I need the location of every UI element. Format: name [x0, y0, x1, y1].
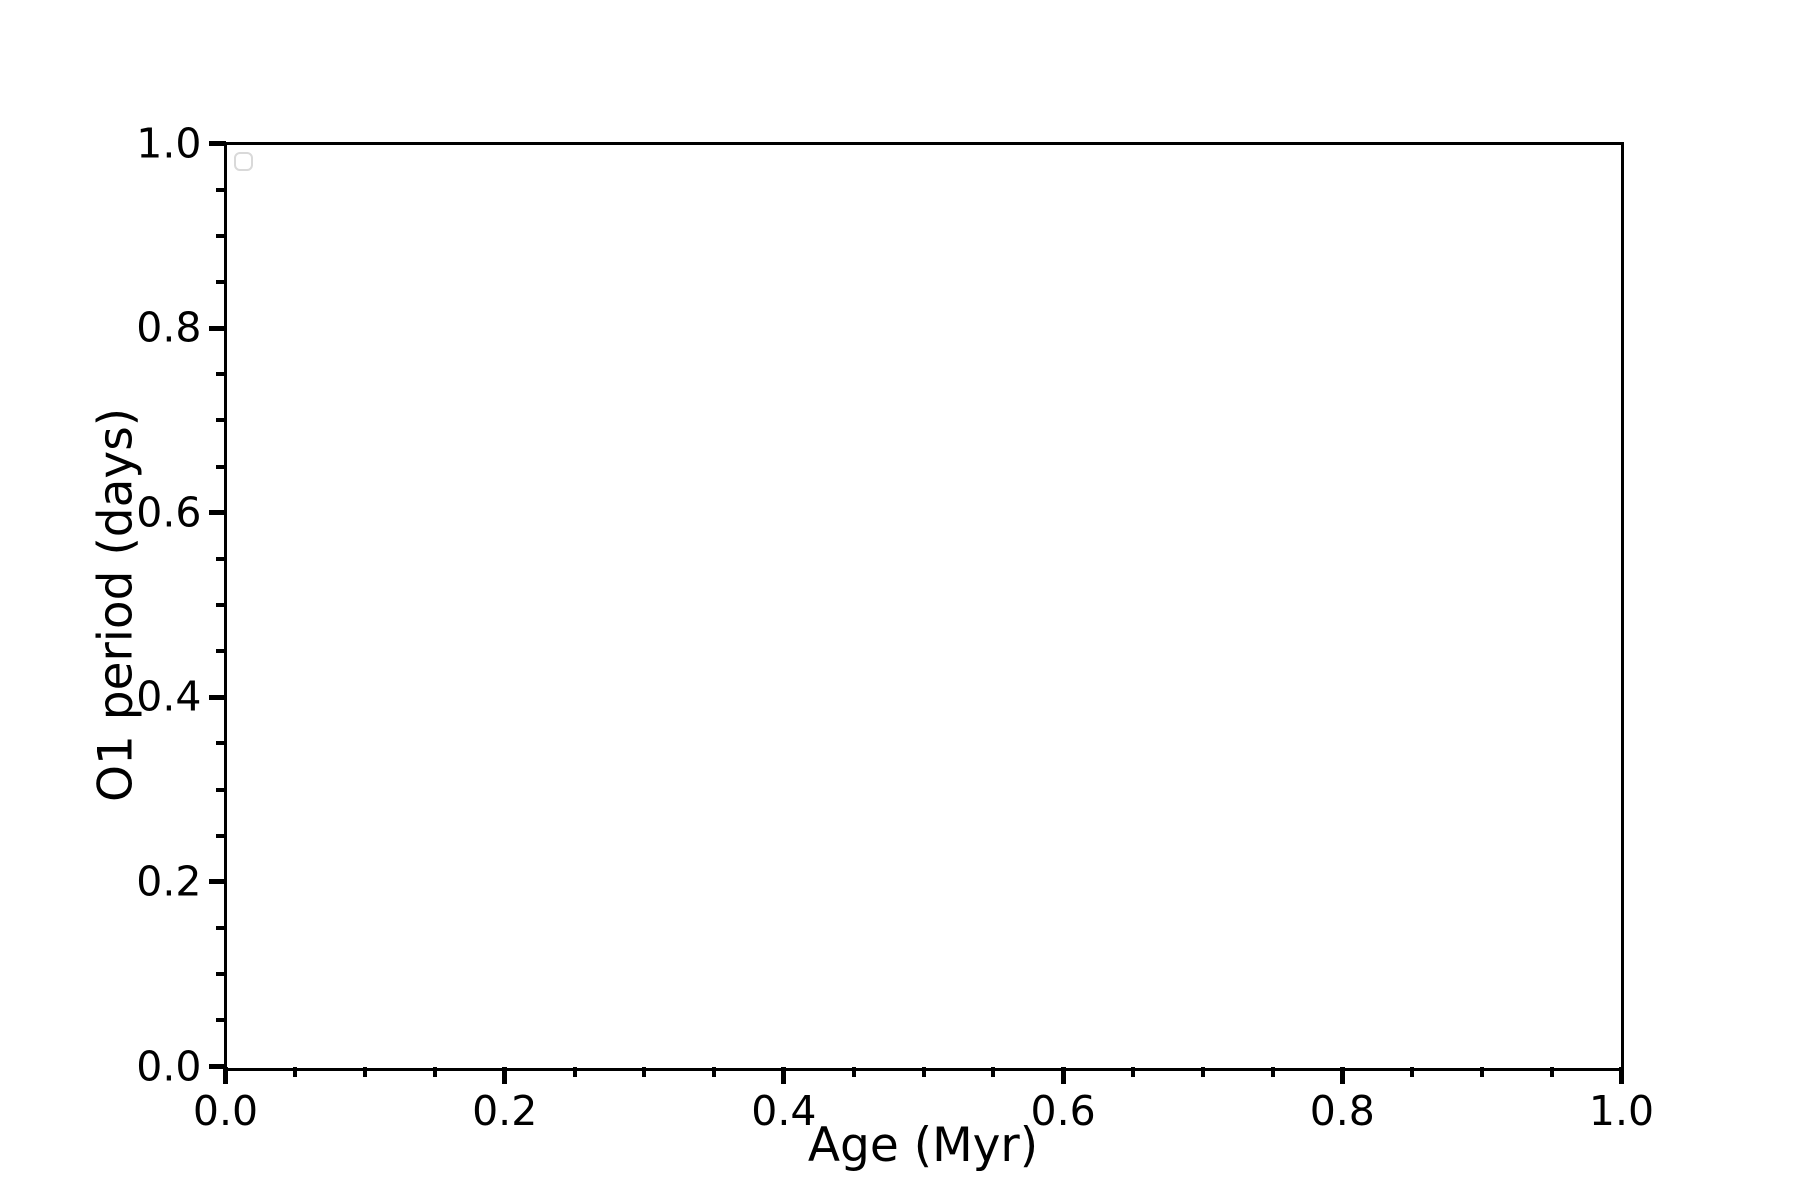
y-minor-tick [215, 833, 226, 838]
x-minor-tick [432, 1066, 437, 1077]
x-minor-tick [1549, 1066, 1554, 1077]
x-minor-tick [991, 1066, 996, 1077]
y-major-tick [208, 879, 226, 885]
y-tick-label: 0.8 [136, 303, 202, 352]
y-tick-label: 1.0 [136, 119, 202, 167]
x-tick-label: 1.0 [1588, 1086, 1655, 1135]
x-minor-tick [712, 1066, 717, 1077]
x-minor-tick [921, 1066, 926, 1077]
y-major-tick [208, 510, 226, 516]
x-minor-tick [1270, 1066, 1275, 1077]
x-major-tick [1060, 1066, 1066, 1084]
x-major-tick [781, 1066, 787, 1084]
y-minor-tick [215, 926, 226, 931]
x-major-tick [1619, 1066, 1624, 1084]
y-minor-tick [215, 464, 226, 469]
y-minor-tick [215, 279, 226, 284]
y-minor-tick [215, 787, 226, 792]
y-tick-label: 0.2 [136, 857, 202, 906]
x-tick-label: 0.8 [1309, 1086, 1375, 1135]
x-tick-label: 0.4 [751, 1086, 817, 1135]
y-minor-tick [215, 1018, 226, 1023]
y-minor-tick [215, 418, 226, 423]
x-tick-label: 0.0 [192, 1086, 259, 1135]
y-minor-tick [215, 372, 226, 377]
x-minor-tick [1410, 1066, 1415, 1077]
x-minor-tick [1130, 1066, 1135, 1077]
x-major-tick [1339, 1066, 1345, 1084]
y-axis-label: O1 period (days) [88, 407, 144, 803]
y-major-tick [208, 694, 226, 700]
x-minor-tick [293, 1066, 298, 1077]
x-minor-tick [1200, 1066, 1205, 1077]
legend [234, 152, 253, 171]
y-major-tick [208, 141, 226, 146]
y-minor-tick [215, 972, 226, 977]
y-minor-tick [215, 556, 226, 561]
x-tick-label: 0.2 [472, 1086, 538, 1135]
y-minor-tick [215, 187, 226, 192]
x-tick-label: 0.6 [1030, 1086, 1096, 1135]
x-minor-tick [363, 1066, 368, 1077]
plot-area [224, 142, 1624, 1071]
x-axis-label: Age (Myr) [807, 1118, 1039, 1173]
y-major-tick [208, 1064, 226, 1069]
x-minor-tick [572, 1066, 577, 1077]
x-minor-tick [1479, 1066, 1484, 1077]
y-minor-tick [215, 741, 226, 746]
y-minor-tick [215, 603, 226, 607]
y-major-tick [208, 325, 226, 331]
y-minor-tick [215, 649, 226, 654]
y-tick-label: 0.0 [136, 1042, 202, 1090]
x-minor-tick [851, 1066, 856, 1077]
x-minor-tick [642, 1066, 647, 1077]
y-tick-label: 0.4 [136, 672, 202, 721]
x-major-tick [223, 1066, 228, 1084]
y-tick-label: 0.6 [136, 488, 202, 537]
x-major-tick [502, 1066, 508, 1084]
y-minor-tick [215, 233, 226, 238]
